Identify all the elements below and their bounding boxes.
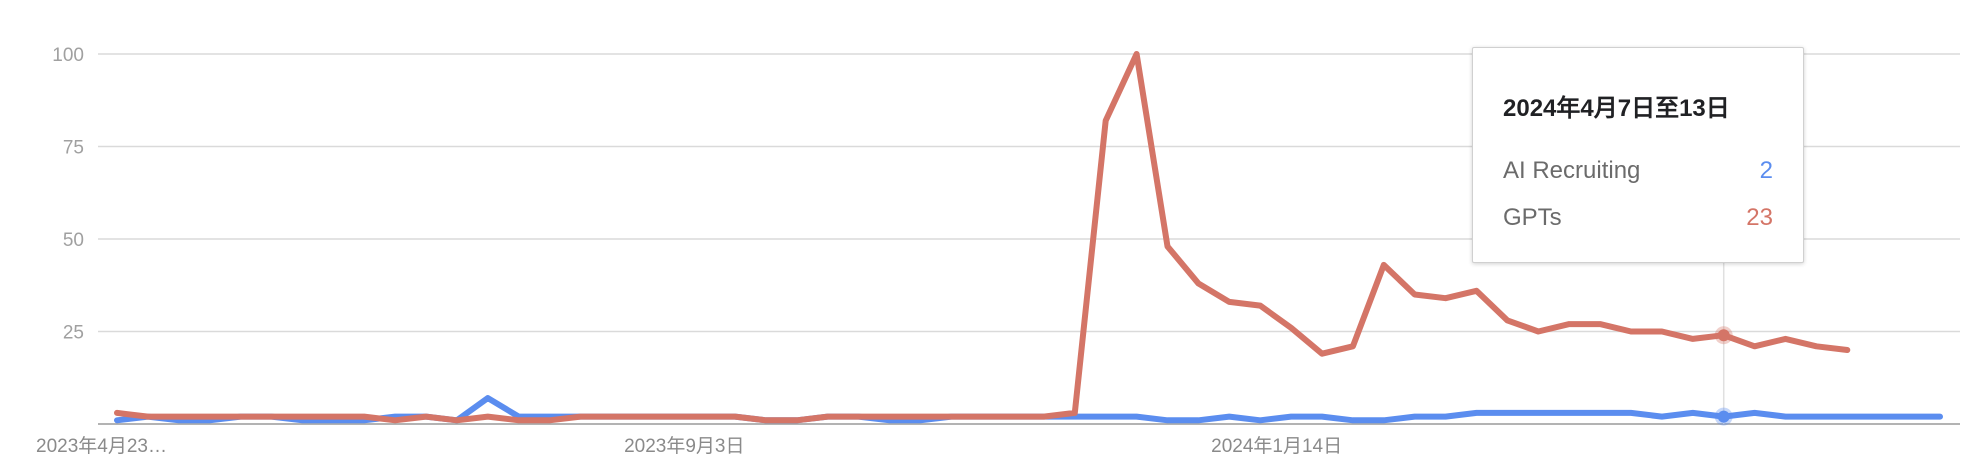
tooltip-row-ai-recruiting: AI Recruiting 2: [1503, 156, 1773, 186]
tooltip-series-name: AI Recruiting: [1503, 157, 1641, 184]
tooltip-date: 2024年4月7日至13日: [1503, 95, 1730, 122]
tooltip-series-value: 23: [1746, 204, 1773, 231]
tooltip-row-gpts: GPTs 23: [1503, 203, 1773, 233]
tooltip-card: 2024年4月7日至13日 AI Recruiting 2 GPTs 23: [1472, 47, 1804, 263]
x-tick-label: 2023年4月23…: [36, 435, 167, 457]
y-tick-label: 50: [63, 230, 84, 251]
tooltip-series-name: GPTs: [1503, 204, 1562, 231]
x-tick-label: 2024年1月14日: [1211, 435, 1342, 457]
highlight-marker: [1717, 329, 1730, 342]
tooltip-series-value: 2: [1759, 157, 1773, 184]
series-line-gpts: [114, 51, 1851, 424]
y-tick-label: 75: [63, 138, 84, 159]
y-tick-label: 100: [52, 45, 84, 66]
highlight-marker: [1717, 410, 1730, 423]
y-tick-label: 25: [63, 323, 84, 344]
x-tick-label: 2023年9月3日: [624, 435, 744, 457]
